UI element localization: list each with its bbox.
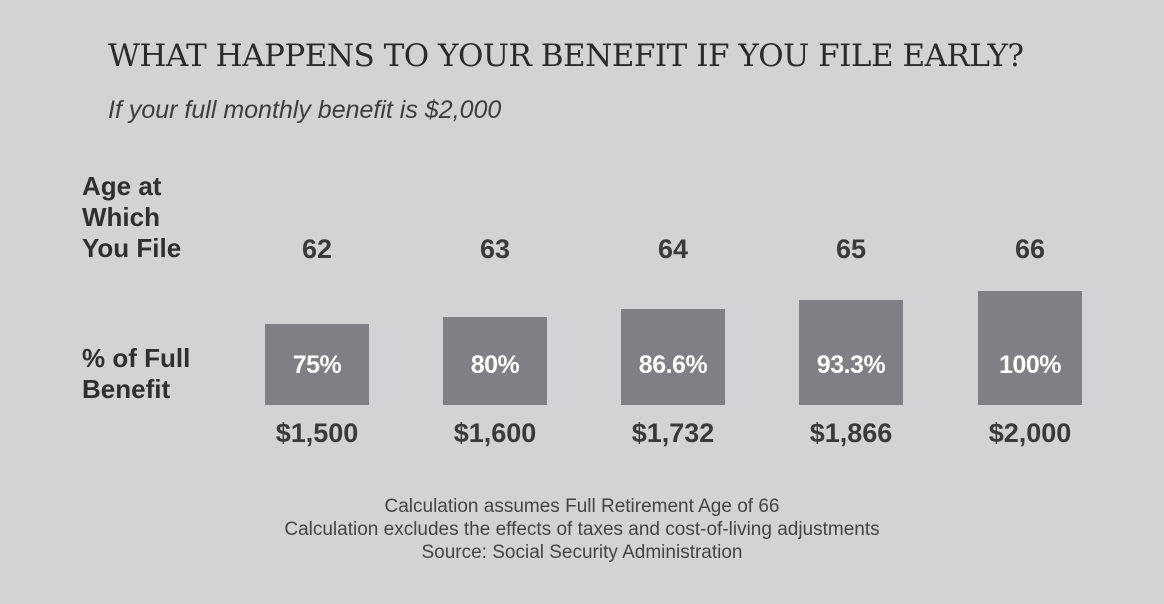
percent-row-label-line: % of Full [82, 343, 191, 373]
footnote-source: Source: Social Security Administration [421, 542, 743, 563]
bar-value-label: 93.3% [816, 350, 886, 379]
benefit-bar: 75% [265, 324, 369, 405]
benefit-amount: $1,866 [809, 418, 893, 448]
age-label: 64 [657, 234, 689, 264]
age-row-label-line: You File [82, 233, 182, 263]
age-label: 62 [301, 234, 333, 264]
age-row-label-line: Age at [82, 171, 162, 201]
footnote-assumption: Calculation assumes Full Retirement Age … [384, 496, 780, 517]
percent-row-label-line: Benefit [82, 374, 171, 404]
bar-value-label: 86.6% [638, 350, 708, 379]
benefit-bar: 86.6% [621, 308, 725, 405]
benefit-bar: 80% [443, 317, 547, 405]
percent-row-label: % of Full Benefit [82, 343, 190, 405]
age-label: 63 [479, 234, 511, 264]
benefit-amount: $1,600 [453, 418, 537, 448]
bar-value-label: 80% [470, 350, 520, 379]
footnotes: Calculation assumes Full Retirement Age … [0, 495, 1164, 564]
chart-subtitle: If your full monthly benefit is $2,000 [108, 96, 502, 124]
benefit-bar: 93.3% [799, 299, 903, 405]
chart-title: WHAT HAPPENS TO YOUR BENEFIT IF YOU FILE… [108, 38, 1024, 74]
bar-value-label: 75% [292, 351, 342, 379]
footnote-exclusions: Calculation excludes the effects of taxe… [284, 519, 880, 540]
age-label: 65 [835, 234, 867, 264]
bar-value-label: 100% [999, 351, 1061, 379]
age-row-label: Age at Which You File [82, 171, 181, 264]
age-row-label-line: Which [82, 202, 160, 232]
benefit-amount: $2,000 [988, 418, 1072, 448]
benefit-amount: $1,732 [631, 418, 715, 448]
age-label: 66 [1014, 234, 1046, 264]
benefit-bar: 100% [978, 291, 1082, 405]
benefit-amount: $1,500 [275, 418, 359, 448]
